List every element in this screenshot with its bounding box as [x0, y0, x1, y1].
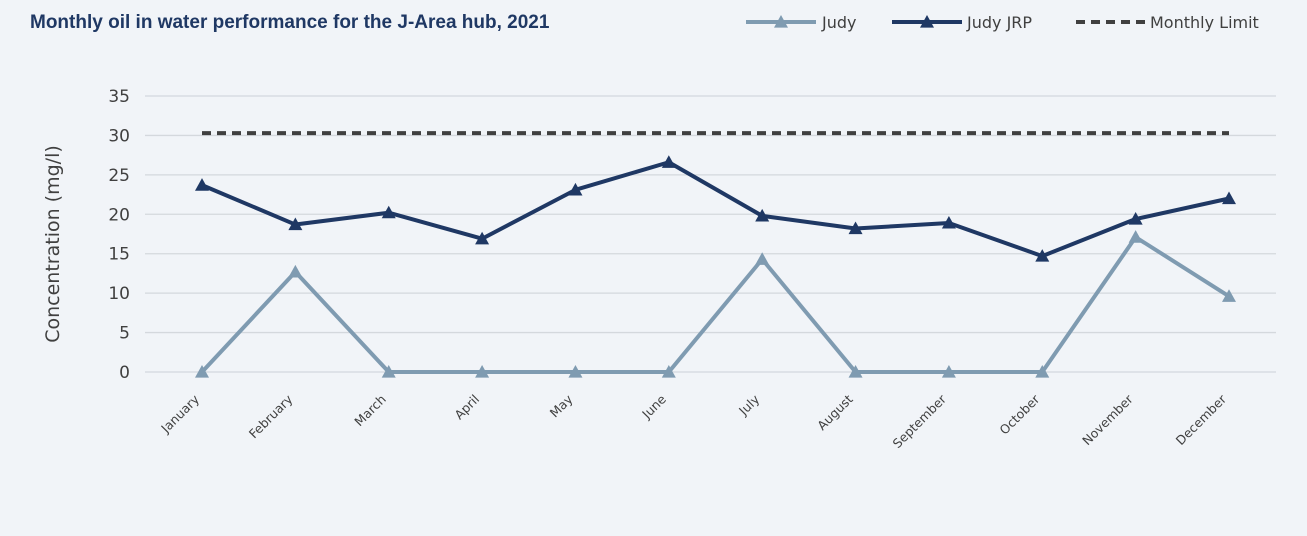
legend-label-1: Judy JRP: [966, 13, 1032, 32]
data-point: [1128, 230, 1143, 243]
data-point: [1222, 191, 1236, 205]
x-tick-label: September: [890, 391, 950, 451]
data-point: [1222, 289, 1236, 302]
series-group: [195, 131, 1236, 378]
legend-label-0: Judy: [821, 13, 856, 32]
y-tick-label: 35: [108, 87, 130, 107]
y-tick-label: 0: [119, 363, 130, 383]
legend-marker-0: [774, 15, 788, 28]
grid-lines: [145, 95, 1276, 373]
y-tick-labels: 0 5 10 15 20 25 30 35: [108, 87, 130, 383]
data-point: [288, 217, 303, 231]
x-tick-label: December: [1173, 391, 1230, 448]
data-point: [288, 264, 303, 278]
y-tick-label: 10: [108, 284, 130, 304]
y-tick-label: 5: [119, 324, 130, 344]
data-point: [1035, 249, 1050, 262]
legend-marker-1: [920, 15, 934, 28]
data-point: [568, 365, 583, 378]
x-tick-label: June: [638, 391, 669, 422]
data-point: [195, 178, 209, 191]
x-tick-label: March: [351, 392, 389, 430]
x-tick-label: February: [246, 391, 296, 441]
series-line-1: [201, 160, 1230, 259]
x-tick-label: May: [547, 391, 576, 420]
y-tick-label: 30: [108, 126, 130, 146]
data-point: [1128, 212, 1143, 225]
y-tick-label: 25: [108, 166, 130, 186]
data-point: [568, 182, 583, 196]
legend-label-2: Monthly Limit: [1150, 13, 1259, 32]
data-point: [755, 252, 770, 265]
data-point: [941, 365, 956, 378]
legend: Judy Judy JRP Monthly Limit: [746, 13, 1259, 32]
x-tick-label: October: [996, 391, 1043, 438]
x-tick-label: November: [1079, 391, 1136, 448]
x-tick-label: August: [814, 391, 856, 433]
chart-title: Monthly oil in water performance for the…: [30, 12, 550, 33]
data-point: [755, 208, 770, 222]
x-tick-label: January: [157, 391, 202, 436]
data-point: [848, 365, 863, 378]
data-point: [941, 215, 956, 229]
data-point: [381, 205, 396, 219]
x-tick-label: April: [451, 392, 482, 423]
y-axis-label: Concentration (mg/l): [42, 145, 64, 343]
data-point: [848, 221, 863, 235]
x-tick-labels: January February March April May June July Augu…: [157, 391, 1229, 451]
data-point: [661, 365, 676, 378]
data-point: [195, 365, 209, 378]
series-line-0: [200, 235, 1231, 374]
y-tick-label: 20: [108, 205, 130, 225]
data-point: [661, 155, 676, 168]
data-point: [475, 231, 490, 245]
data-point: [475, 365, 490, 378]
data-point: [1035, 365, 1050, 378]
x-tick-label: July: [735, 391, 763, 419]
y-tick-label: 15: [108, 245, 130, 265]
data-point: [381, 365, 396, 378]
